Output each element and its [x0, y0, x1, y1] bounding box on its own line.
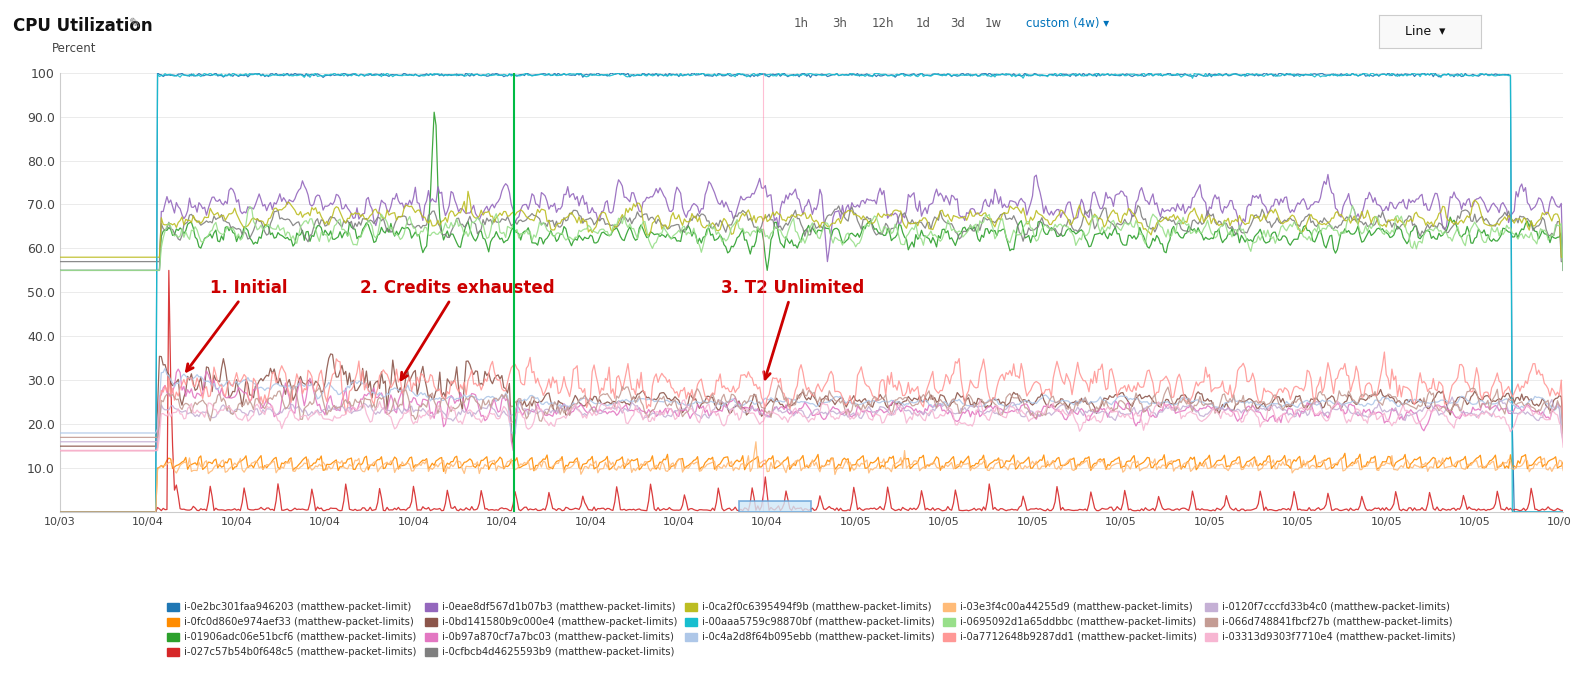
Text: 1d: 1d	[916, 17, 932, 30]
Text: custom (4w) ▾: custom (4w) ▾	[1026, 17, 1109, 30]
Bar	[740, 501, 811, 512]
Text: 1. Initial: 1. Initial	[187, 279, 287, 371]
Text: Line  ▾: Line ▾	[1404, 26, 1445, 38]
Legend: i-0e2bc301faa946203 (matthew-packet-limit), i-0fc0d860e974aef33 (matthew-packet-: i-0e2bc301faa946203 (matthew-packet-limi…	[163, 599, 1459, 662]
Text: ✎: ✎	[129, 17, 140, 31]
Text: 1w: 1w	[985, 17, 1002, 30]
Text: 2. Credits exhausted: 2. Credits exhausted	[360, 279, 555, 380]
Text: 3. T2 Unlimited: 3. T2 Unlimited	[721, 279, 864, 379]
Text: 3d: 3d	[950, 17, 965, 30]
Text: 1h: 1h	[793, 17, 809, 30]
Text: 3h: 3h	[833, 17, 847, 30]
Text: CPU Utilization: CPU Utilization	[13, 17, 152, 35]
Text: 12h: 12h	[872, 17, 894, 30]
Text: Percent: Percent	[52, 42, 97, 55]
